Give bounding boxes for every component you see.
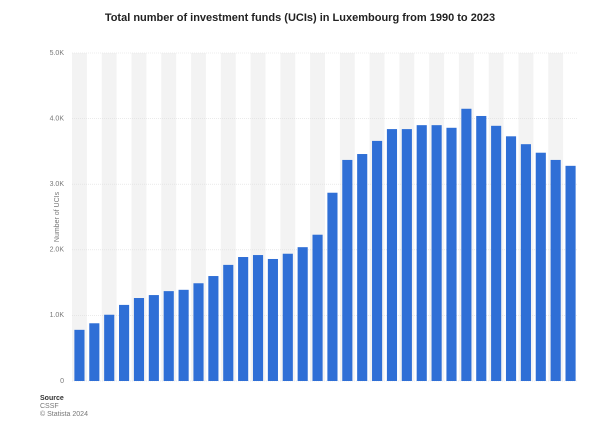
band: [72, 53, 87, 381]
bar: [133, 298, 145, 381]
bar: [74, 329, 85, 381]
bar: [372, 140, 383, 381]
band: [101, 53, 117, 381]
bar: [119, 304, 130, 381]
bar: [446, 127, 457, 381]
bar: [238, 257, 249, 381]
bar: [104, 314, 115, 381]
y-tick-label: 3.0K: [50, 181, 65, 188]
bar: [491, 125, 502, 381]
source: CSSF: [40, 403, 59, 410]
bar: [267, 258, 278, 381]
source-heading: Source: [40, 395, 64, 402]
bar: [386, 129, 398, 381]
bar: [223, 264, 234, 381]
bar: [193, 283, 204, 381]
bar: [89, 323, 100, 381]
bar: [505, 136, 517, 381]
bar: [431, 125, 442, 381]
bar: [282, 253, 293, 381]
copyright: © Statista 2024: [40, 410, 88, 418]
bar: [297, 247, 308, 381]
bar: [327, 192, 338, 381]
y-axis-label: Number of UCIs: [54, 191, 61, 242]
bar: [342, 159, 353, 381]
bar: [416, 125, 427, 381]
chart-title: Total number of investment funds (UCIs) …: [105, 12, 495, 24]
y-tick-label: 2.0K: [50, 247, 65, 254]
bar: [357, 154, 368, 381]
bar: [550, 159, 561, 381]
bar: [401, 129, 412, 381]
y-tick-label: 0: [60, 378, 64, 385]
bar: [208, 276, 219, 381]
bar: [476, 115, 487, 381]
y-tick-label: 4.0K: [50, 115, 65, 122]
bar: [535, 152, 546, 381]
bar: [178, 289, 189, 381]
bar: [565, 165, 576, 381]
bar: [520, 144, 531, 381]
bar: [252, 255, 264, 381]
bar: [163, 291, 174, 381]
y-tick-label: 5.0K: [50, 50, 65, 57]
bar: [312, 234, 323, 381]
y-tick-label: 1.0K: [50, 312, 65, 319]
bar: [461, 108, 472, 381]
bar: [148, 295, 159, 381]
